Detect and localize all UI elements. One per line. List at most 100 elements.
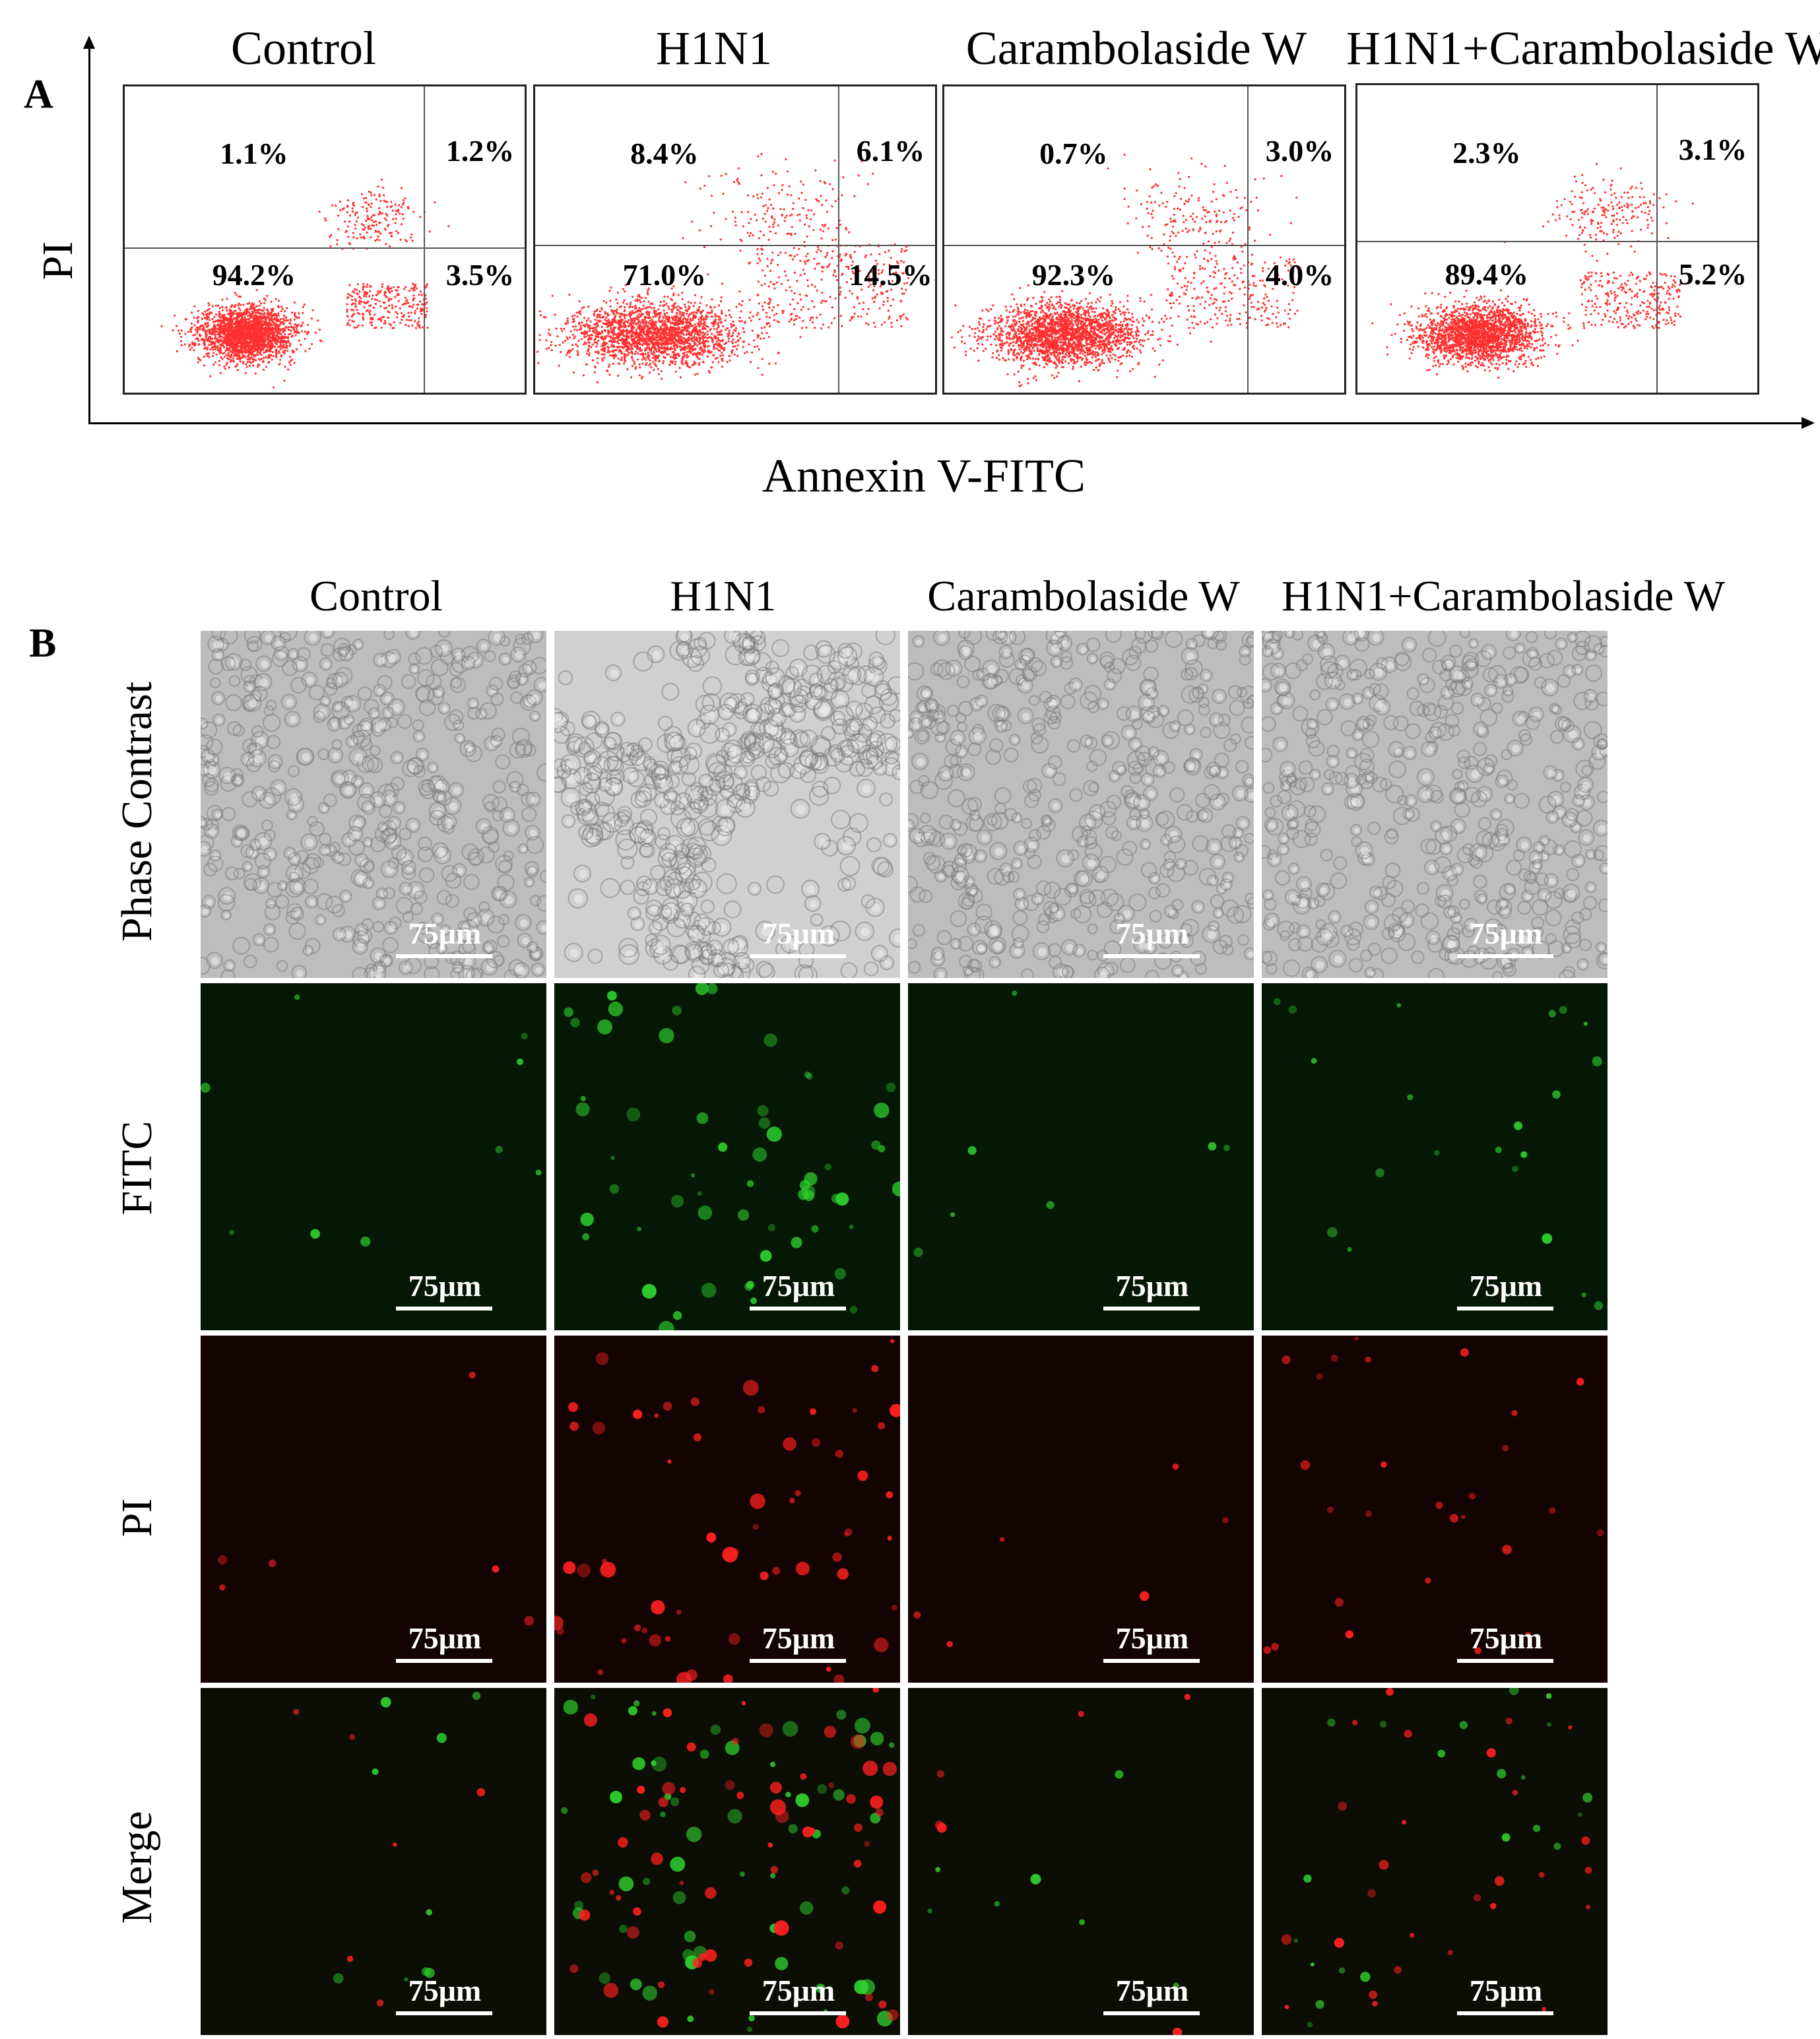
quadrant-percent-upper-right: 1.2% — [445, 133, 515, 168]
quadrant-percent-upper-right: 3.0% — [1265, 133, 1334, 168]
scale-bar — [396, 1659, 492, 1663]
panel-a-x-axis — [88, 422, 1804, 424]
micrograph-merge-h1n1: 75μm — [554, 1688, 900, 2035]
micrograph-fitc-h1n1: 75μm — [554, 983, 900, 1330]
quadrant-percent-lower-left: 94.2% — [212, 257, 296, 292]
micrograph-pi-control: 75μm — [201, 1336, 546, 1683]
scale-bar — [1103, 1659, 1200, 1663]
scale-bar — [1457, 1307, 1553, 1311]
scale-bar-label: 75μm — [762, 1621, 835, 1655]
quadrant-gate-vertical — [1247, 86, 1249, 393]
micrograph-cells — [1263, 1336, 1604, 1654]
quadrant-percent-lower-left: 89.4% — [1445, 257, 1529, 291]
quadrant-percent-lower-right: 5.2% — [1678, 257, 1747, 291]
scale-bar-label: 75μm — [1469, 1621, 1543, 1655]
flow-scatter-dots — [951, 153, 1299, 387]
x-axis-arrowhead — [1802, 417, 1815, 429]
row-label-pi: PI — [113, 1498, 161, 1537]
scale-bar-label: 75μm — [1469, 1974, 1543, 2007]
scale-bar — [750, 1307, 846, 1311]
x-axis-label: Annexin V-FITC — [762, 449, 1086, 502]
micrograph-cells — [218, 1371, 535, 1626]
scale-bar — [396, 2011, 492, 2015]
scale-bar-label: 75μm — [762, 1974, 835, 2007]
scale-bar-label: 75μm — [762, 1269, 835, 1303]
micrograph-merge-carambolaside-w: 75μm — [908, 1688, 1254, 2035]
micrograph-cells — [564, 983, 900, 1330]
quadrant-gate-vertical — [423, 86, 425, 393]
scale-bar-label: 75μm — [1115, 917, 1189, 950]
scale-bar-label: 75μm — [408, 1621, 482, 1655]
row-label-phase-contrast: Phase Contrast — [113, 681, 161, 942]
scale-bar-label: 75μm — [1469, 917, 1543, 950]
panel-b-letter: B — [29, 621, 57, 666]
flow-plot-title-h1n1: H1N1 — [656, 22, 772, 75]
micrograph-cells — [1262, 631, 1608, 978]
micrograph-pi-h1n1: 75μm — [554, 1336, 900, 1683]
micrograph-cells — [554, 1339, 900, 1683]
flow-plot-title-h1n1-carambolaside-w: H1N1+Carambolaside W — [1346, 22, 1820, 75]
micrograph-phase-contrast-h1n1: 75μm — [554, 631, 900, 978]
scale-bar-label: 75μm — [408, 1269, 482, 1303]
quadrant-percent-lower-right: 3.5% — [445, 257, 515, 292]
quadrant-gate-horizontal — [944, 244, 1344, 246]
micrograph-cells — [561, 1688, 899, 2032]
scale-bar — [750, 2011, 846, 2015]
quadrant-percent-lower-right: 14.5% — [849, 257, 932, 292]
column-title-h1n1: H1N1 — [670, 572, 777, 620]
column-title-control: Control — [309, 572, 443, 620]
scale-bar — [1103, 954, 1200, 958]
quadrant-gate-horizontal — [535, 244, 935, 246]
micrograph-cells — [913, 990, 1230, 1257]
scale-bar — [1103, 2011, 1200, 2015]
row-label-fitc: FITC — [113, 1120, 161, 1215]
micrograph-cells — [913, 1463, 1229, 1648]
flow-plot-control: 1.1% 1.2% 94.2% 3.5% — [123, 84, 527, 395]
quadrant-percent-lower-left: 92.3% — [1031, 257, 1116, 292]
quadrant-percent-upper-left: 1.1% — [220, 137, 288, 171]
micrograph-cells — [908, 631, 1254, 978]
quadrant-percent-upper-left: 0.7% — [1039, 137, 1108, 171]
quadrant-gate-vertical — [838, 86, 839, 393]
scale-bar — [396, 954, 492, 958]
micrograph-pi-carambolaside-w: 75μm — [908, 1336, 1254, 1683]
scale-bar — [750, 954, 846, 958]
quadrant-percent-lower-right: 4.0% — [1265, 257, 1334, 292]
scale-bar-label: 75μm — [1469, 1269, 1543, 1303]
quadrant-gate-horizontal — [1357, 241, 1757, 242]
micrograph-merge-h1n1-carambolaside-w: 75μm — [1262, 1688, 1608, 2035]
scale-bar-label: 75μm — [1115, 1974, 1189, 2007]
flow-plot-title-control: Control — [230, 22, 376, 75]
row-label-merge: Merge — [113, 1811, 161, 1924]
micrograph-phase-contrast-carambolaside-w: 75μm — [908, 631, 1254, 978]
flow-plot-h1n1: 8.4% 6.1% 71.0% 14.5% — [533, 84, 937, 395]
column-title-carambolaside-w: Carambolaside W — [927, 572, 1240, 620]
scale-bar-label: 75μm — [1115, 1269, 1189, 1303]
micrograph-cells — [201, 994, 542, 1247]
scale-bar — [1457, 1659, 1553, 1663]
scale-bar — [396, 1307, 492, 1311]
column-title-h1n1-carambolaside-w: H1N1+Carambolaside W — [1281, 572, 1726, 620]
y-axis-arrowhead — [83, 36, 95, 49]
quadrant-percent-lower-left: 71.0% — [622, 257, 707, 292]
y-axis-label: PI — [34, 241, 82, 280]
scale-bar — [1457, 954, 1553, 958]
micrograph-merge-control: 75μm — [201, 1688, 546, 2035]
quadrant-gate-vertical — [1656, 85, 1658, 393]
micrograph-phase-contrast-control: 75μm — [201, 631, 546, 978]
micrograph-phase-contrast-h1n1-carambolaside-w: 75μm — [1262, 631, 1608, 978]
micrograph-cells — [1281, 1688, 1593, 2028]
flow-scatter-dots — [160, 178, 450, 389]
panel-a-letter: A — [24, 72, 53, 117]
flow-plot-carambolaside-w: 0.7% 3.0% 92.3% 4.0% — [942, 84, 1346, 395]
micrograph-cells — [554, 631, 900, 978]
quadrant-percent-upper-left: 2.3% — [1452, 135, 1521, 170]
micrograph-cells — [927, 1693, 1191, 2035]
micrograph-fitc-carambolaside-w: 75μm — [908, 983, 1254, 1330]
flow-plot-h1n1-carambolaside-w: 2.3% 3.1% 89.4% 5.2% — [1355, 83, 1759, 395]
scale-bar-label: 75μm — [408, 917, 482, 950]
scale-bar — [1457, 2011, 1553, 2015]
scale-bar-label: 75μm — [762, 917, 835, 950]
panel-a-y-axis — [88, 46, 90, 424]
scale-bar — [750, 1659, 846, 1663]
